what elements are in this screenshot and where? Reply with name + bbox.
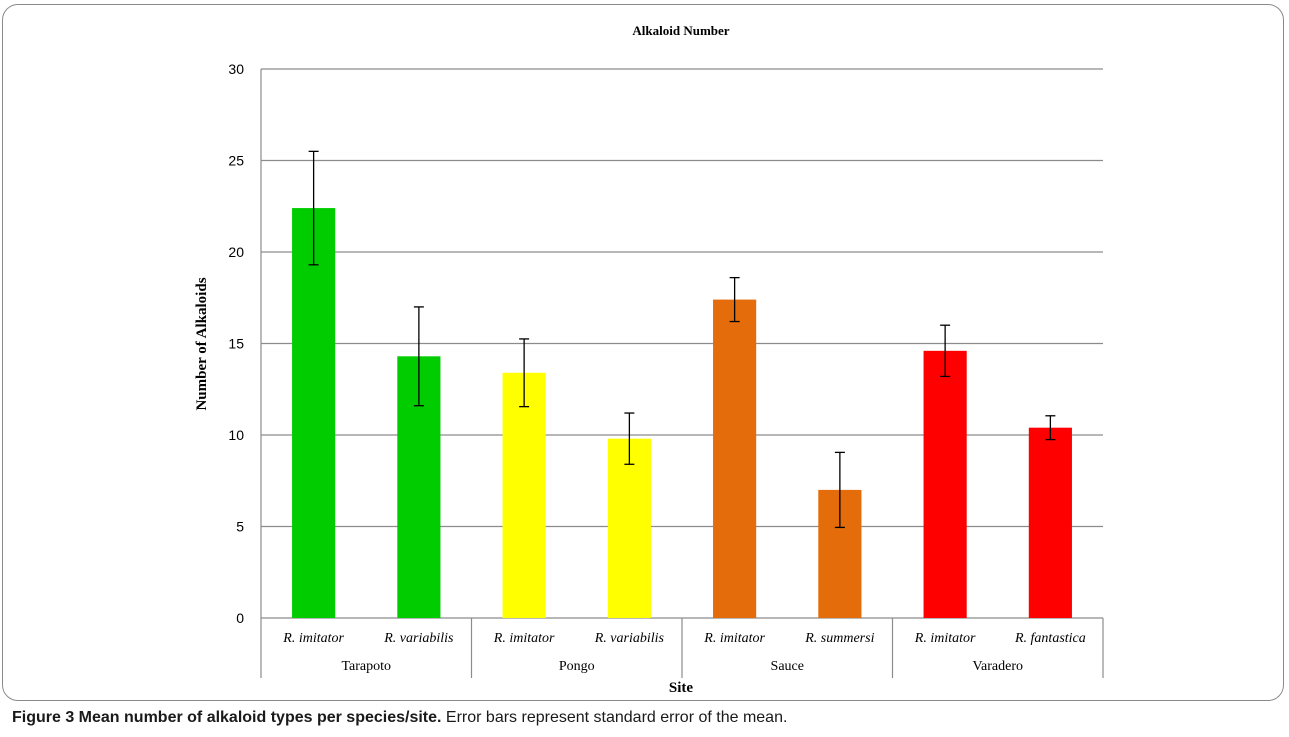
x-tick-label: R. imitator bbox=[282, 631, 344, 646]
y-tick-label: 20 bbox=[228, 244, 244, 260]
bar-chart: 0 5 10 15 20 25 30 R. imitator R. variabilis Tara… bbox=[194, 23, 1104, 696]
x-group-label: Varadero bbox=[972, 659, 1023, 674]
y-tick-label: 5 bbox=[236, 519, 244, 535]
y-axis-label: Number of Alkaloids bbox=[194, 277, 210, 410]
x-tick-label: R. variabilis bbox=[383, 631, 454, 646]
y-tick-label: 25 bbox=[228, 153, 244, 169]
caption-text: Error bars represent standard error of t… bbox=[445, 709, 788, 726]
x-tick-label: R. imitator bbox=[914, 631, 976, 646]
bar bbox=[292, 208, 336, 618]
y-tick-label: 0 bbox=[236, 610, 244, 626]
x-tick-label: R. imitator bbox=[703, 631, 765, 646]
bars bbox=[292, 208, 1072, 618]
x-group-label: Tarapoto bbox=[341, 659, 391, 674]
bar bbox=[713, 299, 757, 618]
y-tick-label: 15 bbox=[228, 336, 244, 352]
x-tick-label: R. imitator bbox=[493, 631, 555, 646]
x-group-label: Sauce bbox=[771, 659, 804, 674]
bar bbox=[1028, 427, 1072, 618]
x-tick-label: R. fantastica bbox=[1014, 631, 1086, 646]
figure-caption: Figure 3 Mean number of alkaloid types p… bbox=[12, 709, 1282, 727]
gridlines bbox=[261, 68, 1103, 528]
bar bbox=[502, 372, 546, 618]
y-tick-label: 10 bbox=[228, 427, 244, 443]
x-axis-label: Site bbox=[669, 680, 694, 696]
caption-title: Figure 3 Mean number of alkaloid types p… bbox=[12, 709, 442, 726]
tick-labels: 0 5 10 15 20 25 30 R. imitator R. variabilis Tara… bbox=[228, 61, 1085, 674]
x-tick-label: R. variabilis bbox=[594, 631, 665, 646]
y-tick-label: 30 bbox=[228, 61, 244, 77]
bar bbox=[923, 350, 967, 618]
x-tick-label: R. summersi bbox=[804, 631, 874, 646]
x-group-label: Pongo bbox=[559, 659, 595, 674]
chart-title: Alkaloid Number bbox=[632, 23, 729, 38]
error-bars bbox=[308, 150, 1056, 529]
bar bbox=[607, 438, 651, 618]
